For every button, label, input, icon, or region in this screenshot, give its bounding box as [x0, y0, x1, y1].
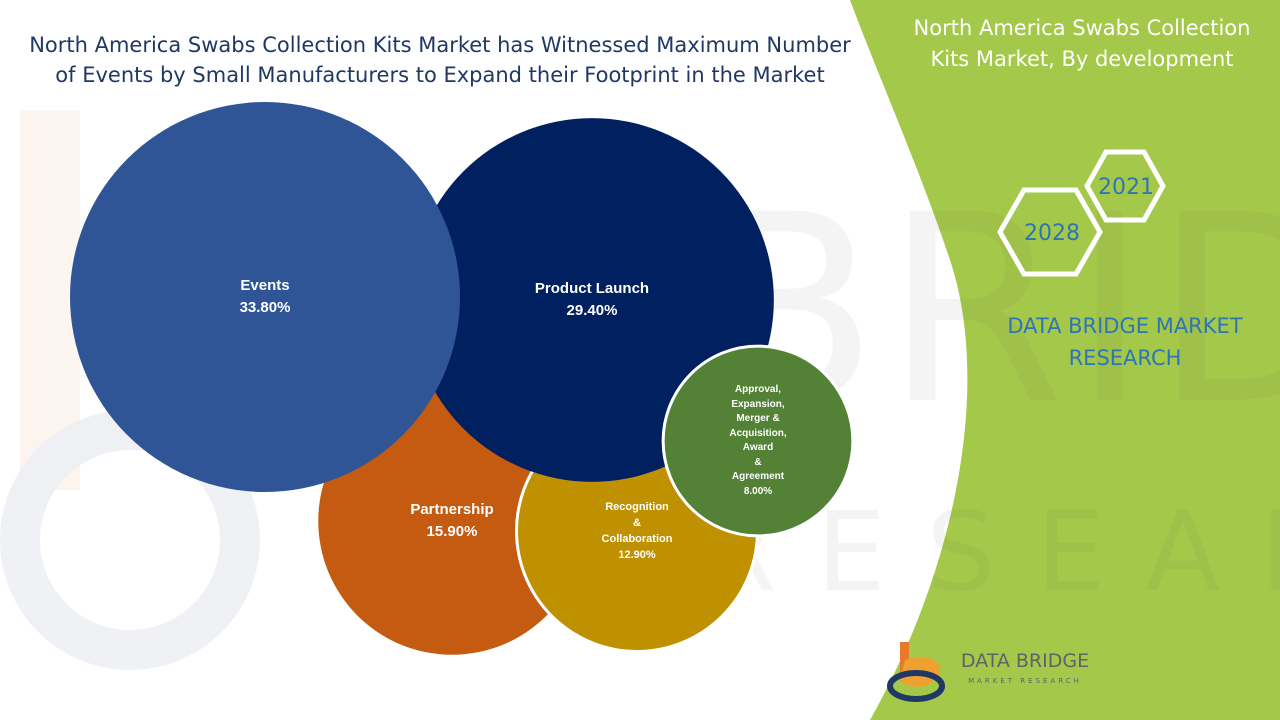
side-panel-title-line1: North America Swabs Collection [913, 16, 1251, 40]
bubble-category-label: Award [742, 442, 774, 453]
side-panel-shape [850, 0, 1280, 720]
brand-name-line1: DATA BRIDGE MARKET [1007, 314, 1243, 338]
hexagon-2021 [1084, 149, 1166, 223]
bubble-value-label: 29.40% [566, 302, 618, 319]
chart-title: North America Swabs Collection Kits Mark… [0, 30, 880, 90]
bubble-events [70, 102, 460, 492]
brand-name: DATA BRIDGE MARKET RESEARCH [960, 310, 1280, 374]
year-2028-label: 2028 [1024, 221, 1080, 246]
bubble-label-product-launch: Product Launch 29.40% [535, 278, 649, 322]
logo-subtext: MARKET RESEARCH [968, 677, 1082, 685]
logo-icon [887, 642, 945, 702]
bubble-category-label: & [754, 456, 762, 468]
bubble-label-recognition-collaboration: Recognition & Collaboration 12.90% [602, 499, 673, 563]
year-2021-label: 2021 [1098, 175, 1154, 200]
side-panel-title: North America Swabs Collection Kits Mark… [882, 13, 1280, 75]
chart-title-line2: of Events by Small Manufacturers to Expa… [55, 63, 825, 87]
bubble-category-label: Events [240, 277, 290, 294]
bubble-category-label: Recognition [605, 501, 669, 513]
bubble-label-events: Events 33.80% [240, 275, 291, 319]
bubble-category-label: & [633, 517, 641, 529]
bubble-value-label: 8.00% [743, 485, 773, 497]
bubble-category-label: Acquisition, [729, 427, 787, 439]
chart-title-line1: North America Swabs Collection Kits Mark… [29, 33, 851, 57]
bubble-category-label: Merger & [736, 413, 780, 424]
bubble-chart [70, 102, 855, 655]
bubble-category-label: Product Launch [534, 280, 650, 297]
side-panel-title-line2: Kits Market, By development [930, 47, 1234, 71]
hexagon-2028 [997, 187, 1103, 277]
bubble-label-partnership: Partnership 15.90% [410, 499, 493, 543]
bubble-value-label: 12.90% [618, 549, 656, 561]
bubble-category-label: Collaboration [601, 533, 673, 545]
brand-name-line2: RESEARCH [1068, 346, 1182, 370]
bubble-category-label: Agreement [731, 471, 785, 482]
bubble-label-approval-expansion-merger-acquisition-award-agreement: Approval, Expansion, Merger & Acquisition, A… [729, 383, 786, 499]
bubble-category-label: Partnership [410, 501, 494, 518]
bubble-category-label: Approval, [734, 384, 782, 395]
bubble-category-label: Expansion, [731, 398, 785, 410]
bubble-approval-expansion-merger-acquisition-award-agreement [661, 344, 855, 538]
logo-text: DATA BRIDGE [960, 650, 1090, 672]
bubble-value-label: 33.80% [239, 299, 291, 316]
bubble-value-label: 15.90% [426, 523, 478, 540]
